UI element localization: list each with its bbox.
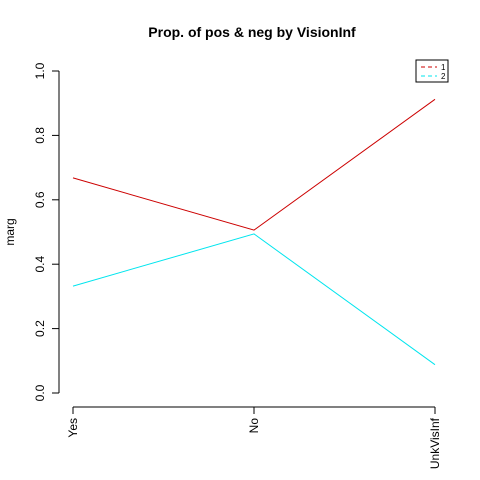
chart-title: Prop. of pos & neg by VisionInf [148, 24, 356, 40]
y-tick-label: 0.6 [33, 191, 47, 208]
legend-label-2: 2 [441, 72, 446, 81]
series-line-1 [72, 98, 436, 231]
series-line-2 [72, 233, 436, 366]
legend: 12 [415, 59, 449, 83]
x-axis: Yes No UnkVisInf [66, 406, 442, 469]
y-axis-label: marg [3, 218, 17, 245]
y-tick-label: 0.8 [33, 127, 47, 144]
y-tick-label: 1.0 [33, 62, 47, 79]
x-tick-label: No [247, 418, 261, 434]
y-axis: 0.0 0.2 0.4 0.6 0.8 1.0 [33, 62, 60, 401]
y-tick-label: 0.4 [33, 256, 47, 273]
y-tick-label: 0.0 [33, 384, 47, 401]
x-tick-label: Yes [66, 418, 80, 438]
legend-label-1: 1 [441, 63, 446, 72]
series-lines [72, 98, 436, 366]
x-tick-label: UnkVisInf [428, 417, 442, 469]
y-tick-label: 0.2 [33, 320, 47, 337]
